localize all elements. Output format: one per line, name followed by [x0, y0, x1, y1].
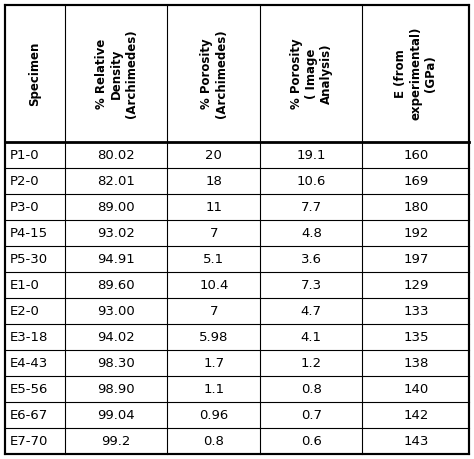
Text: 133: 133 [403, 305, 428, 318]
Text: 19.1: 19.1 [297, 149, 326, 162]
Text: E5-56: E5-56 [9, 383, 48, 396]
Text: 4.7: 4.7 [301, 305, 322, 318]
Text: E (from
experimental)
(GPa): E (from experimental) (GPa) [394, 27, 438, 120]
Text: 0.8: 0.8 [301, 383, 322, 396]
Text: P4-15: P4-15 [9, 227, 47, 240]
Text: E7-70: E7-70 [9, 435, 48, 448]
Text: 89.00: 89.00 [98, 201, 135, 214]
Text: P5-30: P5-30 [9, 253, 47, 266]
Text: 138: 138 [403, 357, 428, 370]
Text: 160: 160 [403, 149, 428, 162]
Text: 89.60: 89.60 [98, 279, 135, 292]
Text: 197: 197 [403, 253, 428, 266]
Text: 82.01: 82.01 [97, 175, 135, 188]
Text: 0.8: 0.8 [203, 435, 224, 448]
Text: 4.1: 4.1 [301, 331, 322, 344]
Text: % Porosity
( Image
Analysis): % Porosity ( Image Analysis) [290, 38, 333, 109]
Text: 4.8: 4.8 [301, 227, 322, 240]
Text: E2-0: E2-0 [9, 305, 39, 318]
Text: E6-67: E6-67 [9, 409, 48, 422]
Text: 7.7: 7.7 [301, 201, 322, 214]
Text: 192: 192 [403, 227, 428, 240]
Text: 5.1: 5.1 [203, 253, 224, 266]
Text: 142: 142 [403, 409, 428, 422]
Text: Specimen: Specimen [28, 41, 41, 106]
Text: 94.02: 94.02 [97, 331, 135, 344]
Text: 18: 18 [205, 175, 222, 188]
Text: 7.3: 7.3 [301, 279, 322, 292]
Text: 93.00: 93.00 [97, 305, 135, 318]
Text: 0.7: 0.7 [301, 409, 322, 422]
Text: 11: 11 [205, 201, 222, 214]
Text: E4-43: E4-43 [9, 357, 48, 370]
Text: P1-0: P1-0 [9, 149, 39, 162]
Text: 10.6: 10.6 [297, 175, 326, 188]
Text: 80.02: 80.02 [97, 149, 135, 162]
Text: 99.2: 99.2 [101, 435, 131, 448]
Text: 98.30: 98.30 [97, 357, 135, 370]
Text: 180: 180 [403, 201, 428, 214]
Text: 1.1: 1.1 [203, 383, 224, 396]
Text: 129: 129 [403, 279, 428, 292]
Text: 20: 20 [205, 149, 222, 162]
Text: 0.96: 0.96 [199, 409, 228, 422]
Text: 3.6: 3.6 [301, 253, 322, 266]
Text: E1-0: E1-0 [9, 279, 39, 292]
Text: 98.90: 98.90 [98, 383, 135, 396]
Text: 140: 140 [403, 383, 428, 396]
Text: 1.7: 1.7 [203, 357, 224, 370]
Text: P3-0: P3-0 [9, 201, 39, 214]
Text: 143: 143 [403, 435, 428, 448]
Text: % Porosity
(Archimedes): % Porosity (Archimedes) [200, 29, 228, 118]
Text: % Relative
Density
(Archimedes): % Relative Density (Archimedes) [95, 29, 138, 118]
Text: 1.2: 1.2 [301, 357, 322, 370]
Text: 135: 135 [403, 331, 428, 344]
Text: 94.91: 94.91 [97, 253, 135, 266]
Text: E3-18: E3-18 [9, 331, 48, 344]
Text: 99.04: 99.04 [98, 409, 135, 422]
Text: 93.02: 93.02 [97, 227, 135, 240]
Text: 5.98: 5.98 [199, 331, 228, 344]
Text: 0.6: 0.6 [301, 435, 322, 448]
Text: 10.4: 10.4 [199, 279, 228, 292]
Text: 169: 169 [403, 175, 428, 188]
Text: P2-0: P2-0 [9, 175, 39, 188]
Text: 7: 7 [210, 305, 218, 318]
Text: 7: 7 [210, 227, 218, 240]
